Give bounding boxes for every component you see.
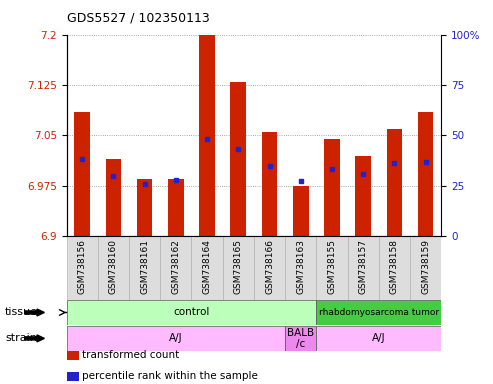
Bar [285,326,317,351]
Text: GSM738159: GSM738159 [421,239,430,294]
Bar [67,300,317,325]
Bar [254,236,285,300]
Bar [317,326,441,351]
Text: rhabdomyosarcoma tumor: rhabdomyosarcoma tumor [319,308,439,317]
Bar [168,179,183,236]
Bar [160,236,191,300]
Bar [129,236,160,300]
Bar [317,236,348,300]
Text: GSM738162: GSM738162 [172,239,180,294]
Text: tissue: tissue [5,308,38,318]
Text: GSM738164: GSM738164 [203,239,211,294]
Text: percentile rank within the sample: percentile rank within the sample [82,371,258,381]
Bar [348,236,379,300]
Text: transformed count: transformed count [82,350,179,360]
Bar [387,129,402,236]
Bar [191,236,223,300]
Bar [67,236,98,300]
Text: GSM738163: GSM738163 [296,239,305,294]
Text: GSM738165: GSM738165 [234,239,243,294]
Bar [293,186,309,236]
Text: BALB
/c: BALB /c [287,328,315,349]
Bar [106,159,121,236]
Text: control: control [173,308,210,318]
Text: A/J: A/J [372,333,386,343]
Text: A/J: A/J [169,333,182,343]
Bar [285,236,317,300]
Bar [355,156,371,236]
Bar [67,326,285,351]
Bar [418,112,433,236]
Bar [137,179,152,236]
Bar [379,236,410,300]
Bar [324,139,340,236]
Text: GSM738158: GSM738158 [390,239,399,294]
Bar [223,236,254,300]
Text: GSM738166: GSM738166 [265,239,274,294]
Bar [410,236,441,300]
Bar [317,300,441,325]
Bar [231,82,246,236]
Text: strain: strain [5,333,37,343]
Text: GSM738157: GSM738157 [359,239,368,294]
Text: GSM738155: GSM738155 [327,239,336,294]
Text: GDS5527 / 102350113: GDS5527 / 102350113 [67,12,210,25]
Bar [98,236,129,300]
Bar [262,132,277,236]
Bar [74,112,90,236]
Text: GSM738160: GSM738160 [109,239,118,294]
Text: GSM738161: GSM738161 [140,239,149,294]
Bar [199,35,215,236]
Text: GSM738156: GSM738156 [78,239,87,294]
